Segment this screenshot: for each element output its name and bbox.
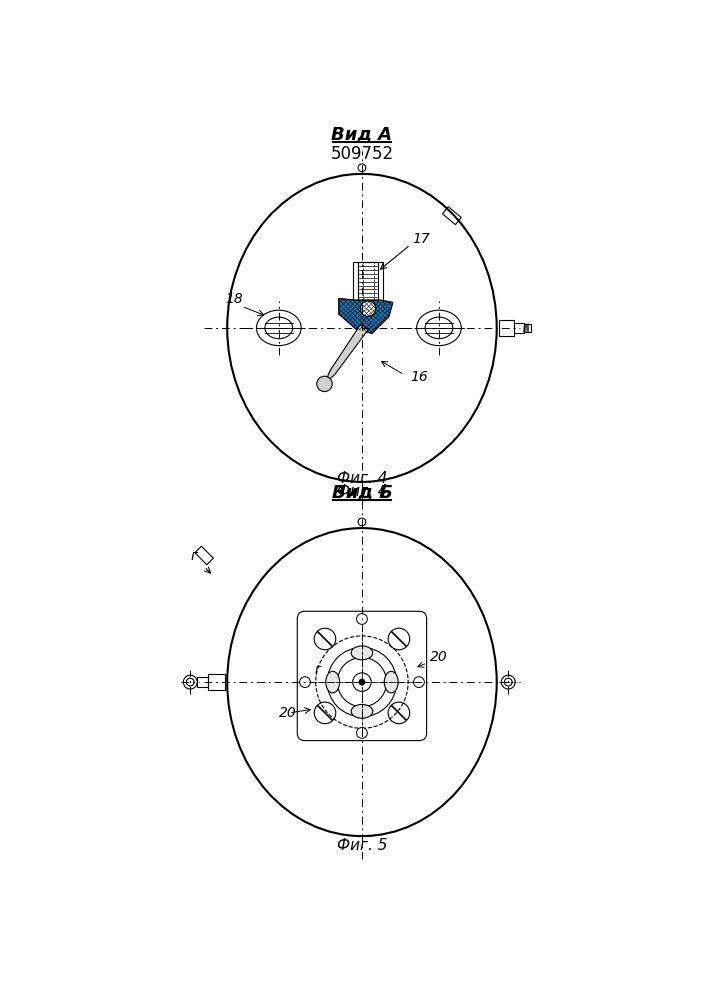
Polygon shape bbox=[339, 299, 393, 333]
Circle shape bbox=[317, 376, 332, 392]
Bar bbox=[515, 323, 524, 333]
Text: Вид A: Вид A bbox=[332, 125, 392, 143]
Text: 20: 20 bbox=[430, 650, 448, 664]
Circle shape bbox=[414, 677, 424, 687]
Text: 18: 18 bbox=[225, 292, 243, 306]
Text: г: г bbox=[314, 663, 321, 676]
Text: 20: 20 bbox=[279, 706, 296, 720]
Ellipse shape bbox=[351, 646, 373, 660]
Text: Фиг. 4: Фиг. 4 bbox=[337, 484, 387, 499]
Text: Вид Б: Вид Б bbox=[332, 483, 392, 501]
Circle shape bbox=[356, 728, 368, 738]
Text: 16: 16 bbox=[411, 370, 428, 384]
Bar bbox=[354, 262, 382, 300]
Ellipse shape bbox=[351, 704, 373, 718]
Text: г: г bbox=[190, 549, 197, 563]
Polygon shape bbox=[325, 324, 368, 384]
Circle shape bbox=[300, 677, 310, 687]
Ellipse shape bbox=[385, 671, 398, 693]
Text: Фиг. 4: Фиг. 4 bbox=[337, 471, 387, 486]
Bar bbox=[358, 262, 378, 300]
Bar bbox=[195, 546, 214, 565]
Circle shape bbox=[314, 702, 336, 724]
Bar bbox=[197, 677, 208, 687]
Circle shape bbox=[359, 679, 365, 685]
Text: 509752: 509752 bbox=[330, 145, 394, 163]
Bar bbox=[443, 207, 462, 225]
Bar bbox=[524, 324, 532, 332]
Polygon shape bbox=[339, 299, 393, 333]
Circle shape bbox=[388, 702, 409, 724]
Text: Фиг. 5: Фиг. 5 bbox=[337, 838, 387, 853]
Ellipse shape bbox=[326, 671, 339, 693]
Circle shape bbox=[356, 614, 368, 624]
Circle shape bbox=[361, 301, 376, 316]
Bar bbox=[208, 674, 225, 690]
Circle shape bbox=[388, 628, 409, 650]
Text: 17: 17 bbox=[413, 232, 431, 246]
Bar bbox=[499, 320, 515, 336]
Circle shape bbox=[314, 628, 336, 650]
